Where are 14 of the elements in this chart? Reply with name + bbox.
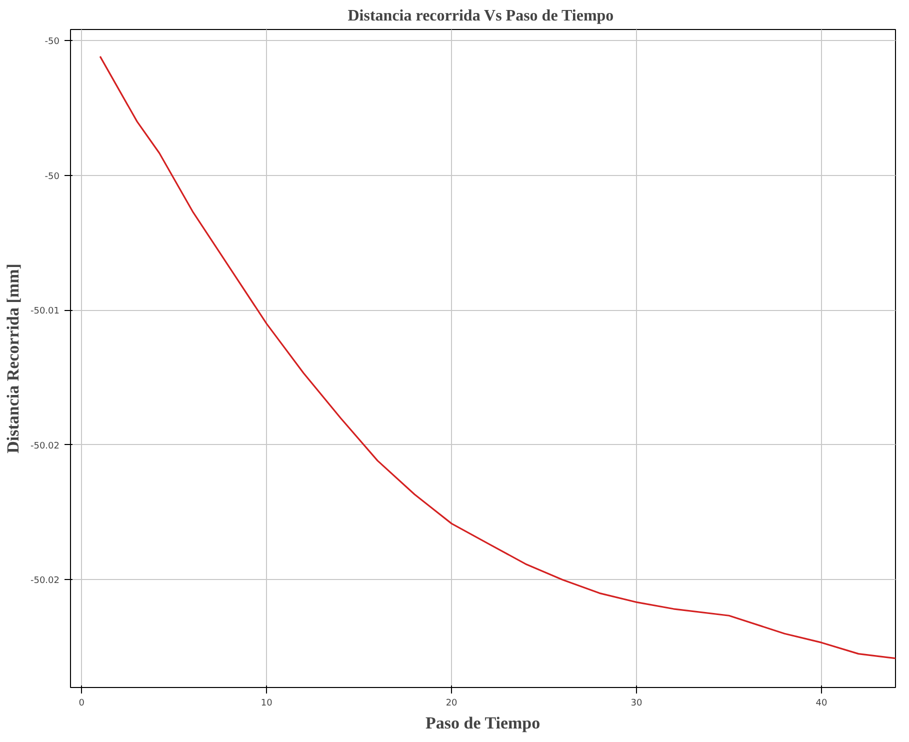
chart-title: Distancia recorrida Vs Paso de Tiempo [348, 8, 614, 24]
x-axis-title: Paso de Tiempo [426, 714, 540, 732]
x-tick-label: 30 [630, 698, 643, 708]
y-tick-label: -50.01 [30, 306, 60, 317]
x-tick-label: 0 [78, 698, 85, 708]
y-tick-label: -50 [44, 172, 60, 182]
y-tick-label: -50.02 [30, 576, 60, 586]
y-tick-label: -50 [44, 37, 60, 48]
y-axis-title: Distancia Recorrida [mm] [3, 264, 22, 454]
x-tick-label: 40 [816, 698, 828, 708]
y-tick-label: -50.02 [30, 441, 60, 452]
x-tick-label: 10 [260, 698, 273, 708]
line-series [99, 56, 896, 660]
x-tick-label: 20 [446, 698, 458, 708]
